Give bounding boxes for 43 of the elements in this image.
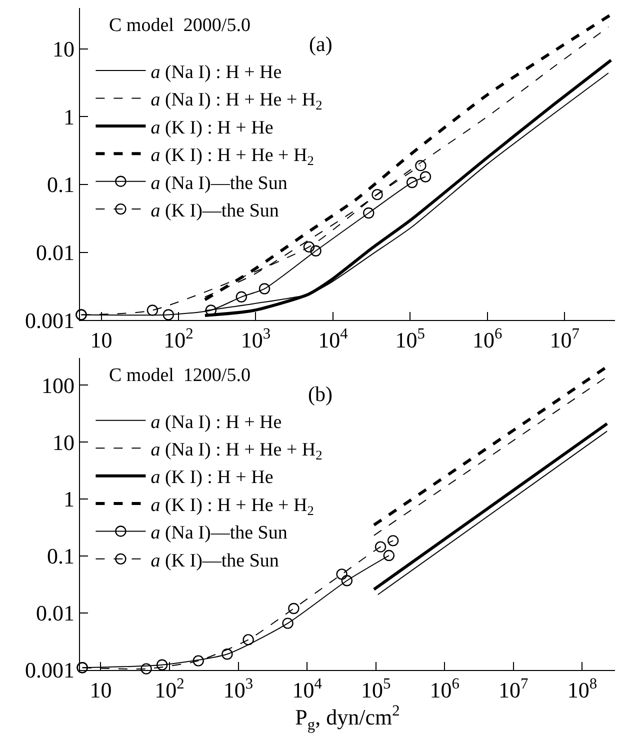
x-tick-label: 10$^{7}$ — [550, 325, 580, 353]
x-tick-label: 10$^{6}$ — [472, 325, 502, 353]
y-tick-label: 0.001 — [25, 658, 74, 683]
x-tick-label: 10 — [90, 328, 112, 353]
legend-label: a (K I) : H + He + H$_{2}$ — [150, 494, 314, 518]
x-tick-label: 10$^{4}$ — [318, 325, 348, 353]
annotation: C model 1200/5.0 — [109, 365, 250, 386]
legend-label: a (Na I) : H + He — [150, 412, 282, 433]
x-tick-label: 10$^{3}$ — [240, 325, 271, 353]
x-tick-label: 10$^{7}$ — [498, 675, 529, 702]
x-axis-title: P$_{g}$, dyn/cm$^{2}$ — [295, 702, 400, 734]
x-tick-label: 10$^{5}$ — [360, 675, 391, 702]
legend-label: a (K I) : H + He — [150, 467, 274, 488]
x-tick-label: 10$^{3}$ — [223, 675, 254, 702]
x-tick-label: 10$^{4}$ — [292, 675, 322, 702]
y-tick-label: 10 — [52, 36, 74, 62]
y-tick-label: 0.001 — [25, 308, 74, 333]
x-tick-label: 10$^{6}$ — [430, 675, 460, 702]
y-tick-label: 10 — [52, 430, 74, 455]
legend-label: a (Na I)—the Sun — [150, 172, 288, 194]
y-tick-label: 100 — [42, 372, 74, 398]
legend-label: a (K I)—the Sun — [150, 550, 280, 572]
legend-label: a (K I)—the Sun — [150, 200, 280, 222]
legend-label: a (K I) : H + He — [150, 117, 274, 138]
x-tick-label: 10$^{5}$ — [395, 325, 426, 353]
x-tick-label: 10$^{2}$ — [154, 675, 184, 702]
annotation: C model 2000/5.0 — [109, 15, 250, 36]
x-tick-label: 10 — [90, 678, 112, 702]
y-tick-label: 1 — [64, 486, 74, 512]
y-tick-label: 0.1 — [47, 172, 74, 198]
legend-label: a (Na I) : H + He — [150, 62, 282, 83]
x-tick-label: 10$^{2}$ — [164, 325, 194, 353]
y-tick-label: 1 — [64, 104, 74, 130]
legend-label: a (K I) : H + He + H$_{2}$ — [150, 145, 314, 168]
annotation: (a) — [309, 32, 332, 56]
y-tick-label: 0.01 — [36, 600, 74, 626]
x-tick-label: 10$^{8}$ — [567, 675, 598, 702]
y-tick-label: 0.01 — [36, 240, 74, 266]
y-tick-label: 0.1 — [47, 544, 74, 569]
legend-label: a (Na I)—the Sun — [150, 522, 288, 544]
legend-label: a (Na I) : H + He + H$_{2}$ — [150, 440, 322, 463]
legend-label: a (Na I) : H + He + H$_{2}$ — [150, 90, 322, 113]
annotation: (b) — [308, 382, 332, 406]
